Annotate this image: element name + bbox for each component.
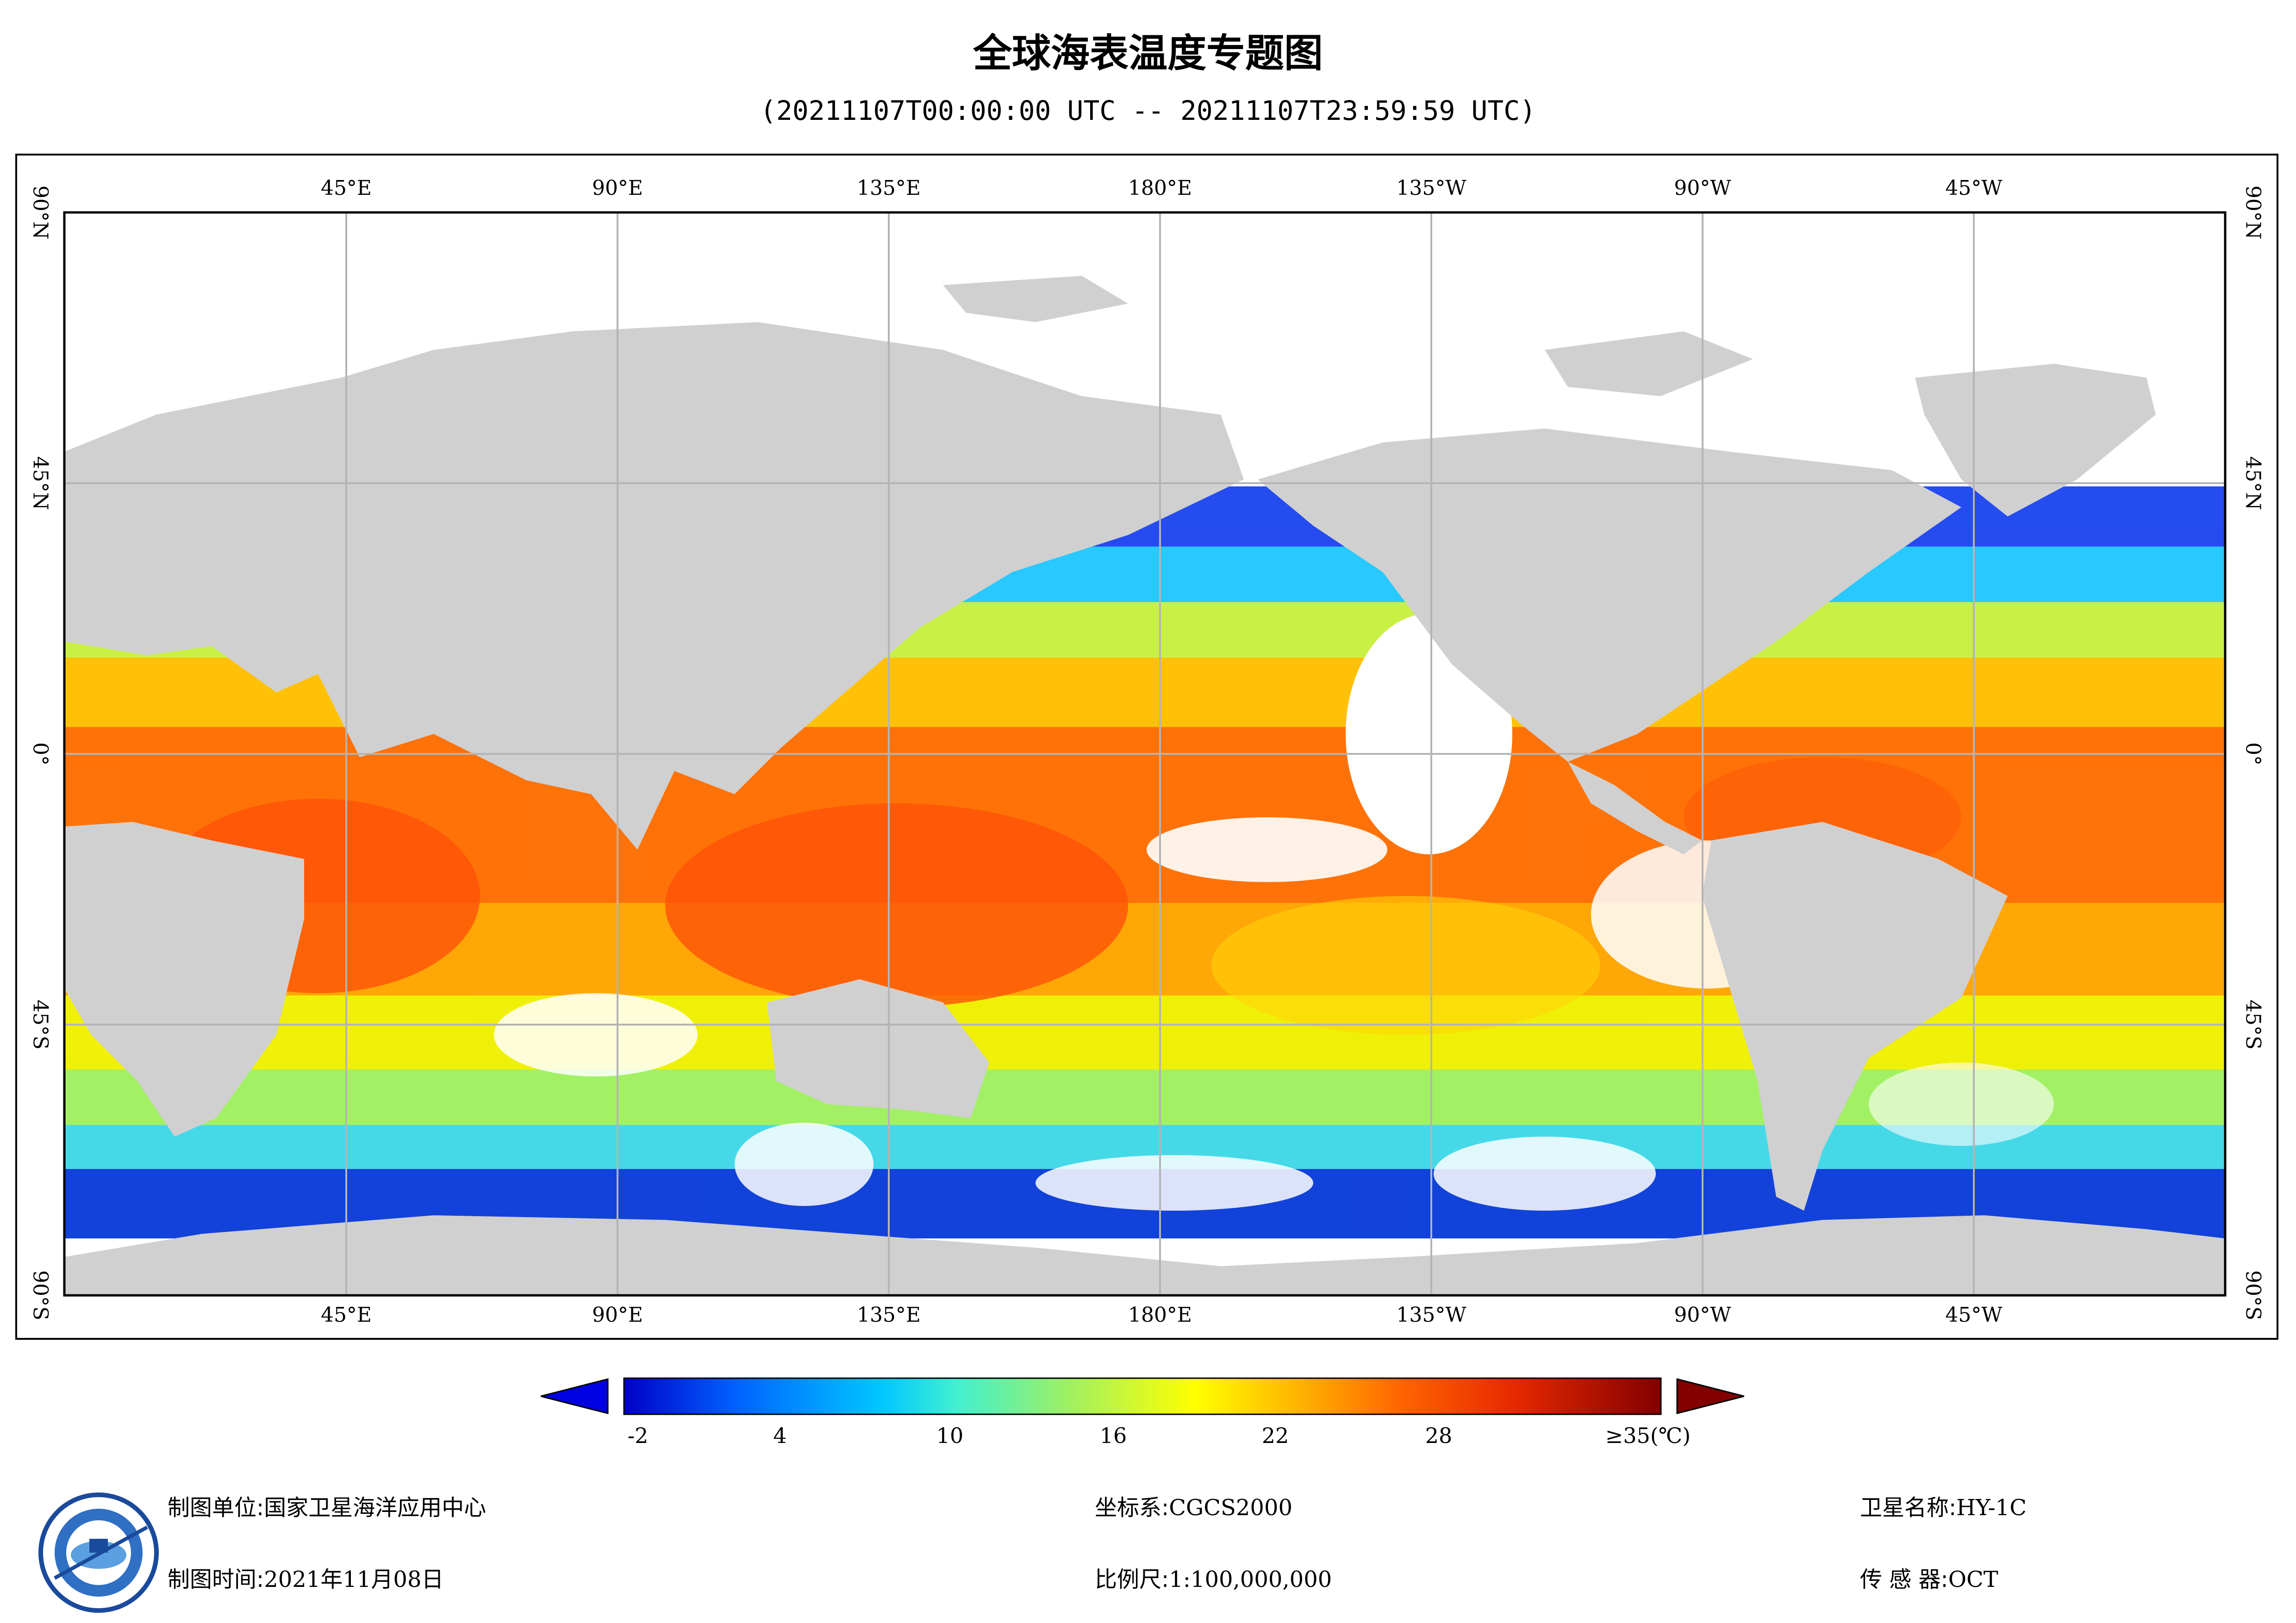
grid-label-right: 45°N	[2241, 456, 2265, 510]
legend-min-arrow	[541, 1378, 609, 1414]
satellite-name: 卫星名称:HY-1C	[1860, 1495, 2027, 1521]
map-frame: 45°E 90°E 135°E 180°E 135°W 90°W 45°W 45…	[15, 154, 2278, 1340]
coordinate-system: 坐标系:CGCS2000	[1095, 1495, 1293, 1521]
grid-label-top: 45°E	[320, 176, 372, 200]
grid-label-left: 0°	[28, 742, 52, 765]
mapping-org: 制图单位:国家卫星海洋应用中心	[168, 1495, 487, 1521]
grid-label-bottom: 90°E	[592, 1303, 643, 1327]
mapping-date: 制图时间:2021年11月08日	[168, 1567, 444, 1592]
grid-label-top: 135°W	[1396, 176, 1466, 200]
nsoas-logo	[38, 1492, 159, 1613]
legend-max-arrow	[1676, 1378, 1744, 1414]
grid-label-bottom: 135°W	[1396, 1303, 1466, 1327]
map-title: 全球海表温度专题图	[973, 31, 1323, 76]
grid-label-bottom: 45°E	[320, 1303, 372, 1327]
grid-label-top: 180°E	[1128, 176, 1192, 200]
grid-label-right: 90°N	[2241, 185, 2265, 240]
grid-label-right: 90°S	[2241, 1270, 2265, 1321]
grid-label-bottom: 135°E	[856, 1303, 921, 1327]
grid-label-left: 90°S	[28, 1270, 52, 1321]
legend-tick: 22	[1261, 1423, 1289, 1448]
map-inner-border	[63, 211, 2227, 1297]
grid-label-left: 90°N	[28, 185, 52, 240]
graticule	[64, 212, 2225, 1295]
legend-tick: ≥35(℃)	[1605, 1423, 1691, 1448]
grid-label-right: 45°S	[2241, 999, 2265, 1050]
grid-label-top: 90°E	[592, 176, 643, 200]
legend-tick: 4	[773, 1423, 787, 1448]
grid-label-bottom: 45°W	[1945, 1303, 2003, 1327]
map-scale: 比例尺:1:100,000,000	[1095, 1567, 1332, 1592]
grid-label-left: 45°S	[28, 999, 52, 1050]
land	[64, 276, 2225, 1295]
legend-tick: 16	[1099, 1423, 1127, 1448]
grid-label-top: 90°W	[1674, 176, 1731, 200]
legend-tick: 28	[1425, 1423, 1453, 1448]
sensor-name: 传 感 器:OCT	[1860, 1567, 1998, 1592]
color-scale-bar	[541, 1377, 1744, 1415]
grid-label-top: 45°W	[1945, 176, 2003, 200]
grid-label-bottom: 180°E	[1128, 1303, 1192, 1327]
grid-label-left: 45°N	[28, 456, 52, 510]
sst-map[interactable]	[17, 155, 2277, 1338]
time-range-subtitle: (20211107T00:00:00 UTC -- 20211107T23:59…	[760, 95, 1536, 126]
legend-tick: -2	[627, 1423, 649, 1448]
grid-label-bottom: 90°W	[1674, 1303, 1731, 1327]
legend-tick: 10	[936, 1423, 964, 1448]
grid-label-right: 0°	[2241, 742, 2265, 765]
legend-gradient	[623, 1377, 1662, 1415]
grid-label-top: 135°E	[856, 176, 921, 200]
